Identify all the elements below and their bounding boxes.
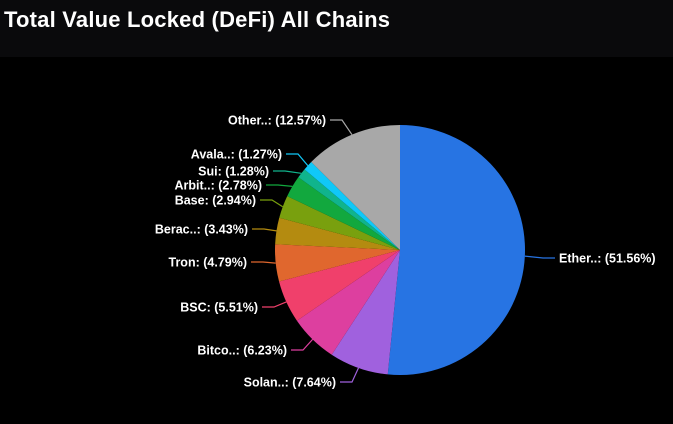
slice-label-base: Base: (2.94%) — [175, 193, 256, 207]
slice-label-sui: Sui: (1.28%) — [198, 164, 269, 178]
label-leader-line-berac — [252, 228, 277, 232]
pie-slice-other[interactable] — [311, 125, 400, 250]
label-leader-line-ether — [524, 255, 555, 259]
slice-label-berac: Berac..: (3.43%) — [155, 222, 248, 236]
slice-label-other: Other..: (12.57%) — [228, 113, 326, 127]
label-leader-line-solan — [340, 367, 360, 383]
pie-slice-solan[interactable] — [331, 250, 400, 375]
pie-slice-bitco[interactable] — [296, 250, 400, 355]
label-leader-line-avala — [286, 153, 309, 166]
pie-slice-sui[interactable] — [298, 169, 400, 250]
slice-label-bsc: BSC: (5.51%) — [180, 300, 258, 314]
label-leader-line-bitco — [291, 338, 314, 351]
label-leader-line-other — [330, 119, 353, 135]
slice-label-solan: Solan..: (7.64%) — [244, 375, 336, 389]
label-leader-line-bsc — [262, 301, 287, 308]
pie-slice-bsc[interactable] — [279, 250, 400, 321]
slice-label-arbit: Arbit..: (2.78%) — [174, 178, 262, 192]
pie-slice-tron[interactable] — [274, 244, 400, 282]
pie-slice-berac[interactable] — [275, 217, 400, 250]
slice-label-bitco: Bitco..: (6.23%) — [197, 343, 287, 357]
label-leader-line-sui — [273, 170, 302, 174]
pie-slice-arbit[interactable] — [287, 177, 400, 250]
pie-slice-base[interactable] — [279, 196, 400, 250]
label-leader-line-base — [260, 199, 284, 208]
slice-label-avala: Avala..: (1.27%) — [191, 147, 282, 161]
pie-slice-avala[interactable] — [304, 162, 400, 250]
label-leader-line-arbit — [266, 184, 293, 187]
pie-slice-ether[interactable] — [387, 125, 526, 375]
chart-header: Total Value Locked (DeFi) All Chains — [0, 0, 673, 57]
slice-label-tron: Tron: (4.79%) — [169, 255, 248, 269]
slice-label-ether: Ether..: (51.56%) — [559, 251, 656, 265]
chart-title: Total Value Locked (DeFi) All Chains — [4, 7, 391, 32]
label-leader-line-tron — [251, 261, 276, 264]
